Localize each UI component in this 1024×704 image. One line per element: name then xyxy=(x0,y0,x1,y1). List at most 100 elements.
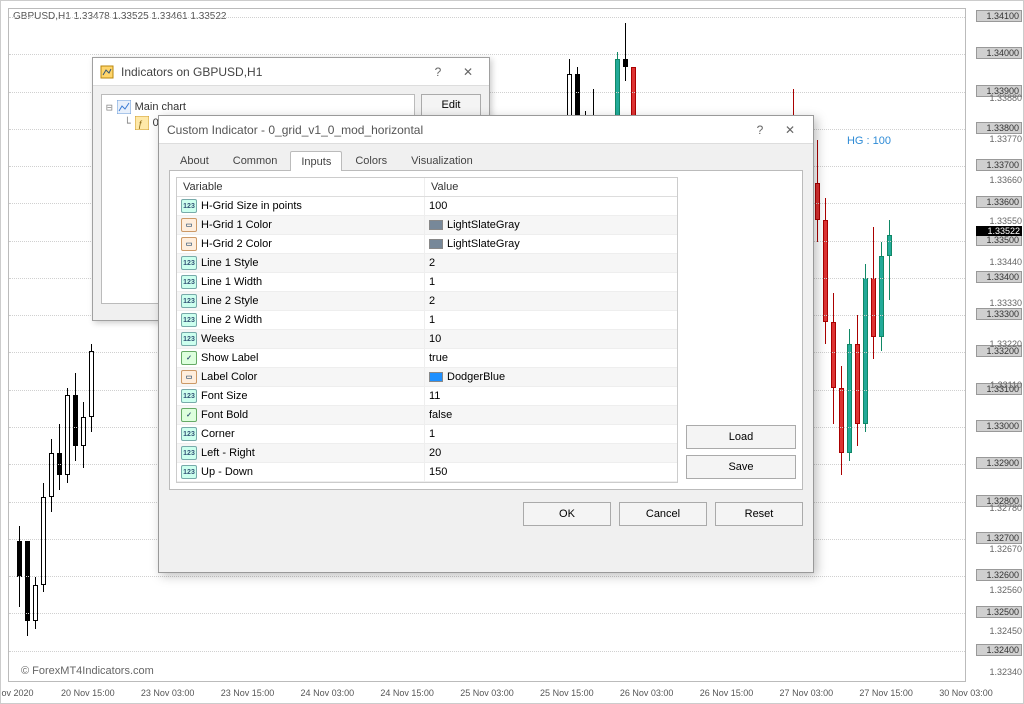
input-value[interactable]: LightSlateGray xyxy=(425,216,677,234)
dialog-titlebar[interactable]: Custom Indicator - 0_grid_v1_0_mod_horiz… xyxy=(159,116,813,144)
help-button[interactable]: ? xyxy=(423,61,453,83)
input-value[interactable]: LightSlateGray xyxy=(425,235,677,253)
input-row[interactable]: ▭Label ColorDodgerBlue xyxy=(177,368,677,387)
input-value[interactable]: false xyxy=(425,406,677,424)
int-type-icon: 123 xyxy=(181,199,197,213)
col-variable[interactable]: Variable xyxy=(177,178,425,196)
col-value[interactable]: Value xyxy=(425,178,677,196)
candle xyxy=(815,140,821,242)
y-axis: 1.341001.340001.339001.338001.337001.336… xyxy=(974,8,1024,682)
y-tick: 1.33660 xyxy=(976,175,1022,185)
input-variable: 123Line 2 Style xyxy=(177,292,425,310)
input-value[interactable]: 1 xyxy=(425,311,677,329)
x-tick: 20 Nov 2020 xyxy=(0,688,34,698)
chart-icon xyxy=(117,100,131,114)
input-row[interactable]: 123Line 2 Width1 xyxy=(177,311,677,330)
side-buttons: Load Save xyxy=(686,177,796,483)
color-type-icon: ▭ xyxy=(181,218,197,232)
indicators-titlebar[interactable]: Indicators on GBPUSD,H1 ? ✕ xyxy=(93,58,489,86)
table-header: Variable Value xyxy=(177,178,677,197)
input-row[interactable]: 123Up - Down150 xyxy=(177,463,677,482)
input-value[interactable]: 11 xyxy=(425,387,677,405)
input-variable: 123Corner xyxy=(177,425,425,443)
input-row[interactable]: 123Line 1 Style2 xyxy=(177,254,677,273)
input-value[interactable]: 1 xyxy=(425,273,677,291)
indicators-icon xyxy=(99,64,115,80)
x-axis: 20 Nov 202020 Nov 15:0023 Nov 03:0023 No… xyxy=(8,688,966,702)
cancel-button[interactable]: Cancel xyxy=(619,502,707,526)
candle xyxy=(73,373,79,461)
input-row[interactable]: 123Left - Right20 xyxy=(177,444,677,463)
input-row[interactable]: ✓Font Boldfalse xyxy=(177,406,677,425)
candle xyxy=(879,242,885,351)
inputs-table[interactable]: Variable Value 123H-Grid Size in points1… xyxy=(176,177,678,483)
color-swatch xyxy=(429,239,443,249)
y-tick-boxed: 1.33000 xyxy=(976,420,1022,432)
y-tick: 1.32450 xyxy=(976,626,1022,636)
dialog-help-button[interactable]: ? xyxy=(745,119,775,141)
input-row[interactable]: ✓Show Labeltrue xyxy=(177,349,677,368)
input-row[interactable]: 123Font Size11 xyxy=(177,387,677,406)
x-tick: 27 Nov 03:00 xyxy=(780,688,834,698)
color-type-icon: ▭ xyxy=(181,237,197,251)
tab-colors[interactable]: Colors xyxy=(344,150,398,170)
input-row[interactable]: 123Weeks10 xyxy=(177,330,677,349)
reset-button[interactable]: Reset xyxy=(715,502,803,526)
input-value[interactable]: true xyxy=(425,349,677,367)
input-variable: 123Line 2 Width xyxy=(177,311,425,329)
input-row[interactable]: 123Corner1 xyxy=(177,425,677,444)
y-tick-boxed: 1.32700 xyxy=(976,532,1022,544)
input-row[interactable]: 123Line 1 Width1 xyxy=(177,273,677,292)
dialog-close-button[interactable]: ✕ xyxy=(775,119,805,141)
close-button[interactable]: ✕ xyxy=(453,61,483,83)
y-tick: 1.33550 xyxy=(976,216,1022,226)
ok-button[interactable]: OK xyxy=(523,502,611,526)
input-variable: 123Weeks xyxy=(177,330,425,348)
color-swatch xyxy=(429,372,443,382)
input-row[interactable]: ▭H-Grid 2 ColorLightSlateGray xyxy=(177,235,677,254)
input-variable: 123Line 1 Style xyxy=(177,254,425,272)
input-value[interactable]: 20 xyxy=(425,444,677,462)
input-value[interactable]: 2 xyxy=(425,292,677,310)
tab-about[interactable]: About xyxy=(169,150,220,170)
y-tick: 1.33770 xyxy=(976,134,1022,144)
candle xyxy=(81,402,87,468)
candle xyxy=(33,577,39,628)
save-button[interactable]: Save xyxy=(686,455,796,479)
input-variable: 123Font Size xyxy=(177,387,425,405)
x-tick: 23 Nov 03:00 xyxy=(141,688,195,698)
input-value[interactable]: 1 xyxy=(425,425,677,443)
candle xyxy=(831,293,837,424)
input-variable: ▭H-Grid 1 Color xyxy=(177,216,425,234)
tab-visualization[interactable]: Visualization xyxy=(400,150,484,170)
edit-button[interactable]: Edit xyxy=(421,94,481,116)
dialog-title: Custom Indicator - 0_grid_v1_0_mod_horiz… xyxy=(167,123,423,137)
x-tick: 30 Nov 03:00 xyxy=(939,688,993,698)
y-tick: 1.33110 xyxy=(976,380,1022,390)
input-row[interactable]: 123H-Grid Size in points100 xyxy=(177,197,677,216)
load-button[interactable]: Load xyxy=(686,425,796,449)
y-tick-boxed: 1.34000 xyxy=(976,47,1022,59)
input-value[interactable]: 100 xyxy=(425,197,677,215)
tree-root[interactable]: ⊟ Main chart xyxy=(106,99,410,115)
candle xyxy=(839,366,845,475)
y-tick: 1.32780 xyxy=(976,503,1022,513)
y-tick-boxed: 1.32400 xyxy=(976,644,1022,656)
bool-type-icon: ✓ xyxy=(181,408,197,422)
input-variable: ▭H-Grid 2 Color xyxy=(177,235,425,253)
y-tick: 1.33330 xyxy=(976,298,1022,308)
input-value[interactable]: 150 xyxy=(425,463,677,481)
watermark: © ForexMT4Indicators.com xyxy=(21,665,154,677)
input-value[interactable]: DodgerBlue xyxy=(425,368,677,386)
y-tick: 1.32670 xyxy=(976,544,1022,554)
input-value[interactable]: 2 xyxy=(425,254,677,272)
y-tick: 1.33440 xyxy=(976,257,1022,267)
int-type-icon: 123 xyxy=(181,275,197,289)
bool-type-icon: ✓ xyxy=(181,351,197,365)
input-row[interactable]: ▭H-Grid 1 ColorLightSlateGray xyxy=(177,216,677,235)
tab-common[interactable]: Common xyxy=(222,150,289,170)
candle xyxy=(65,388,71,483)
tab-inputs[interactable]: Inputs xyxy=(290,151,342,171)
input-value[interactable]: 10 xyxy=(425,330,677,348)
input-row[interactable]: 123Line 2 Style2 xyxy=(177,292,677,311)
